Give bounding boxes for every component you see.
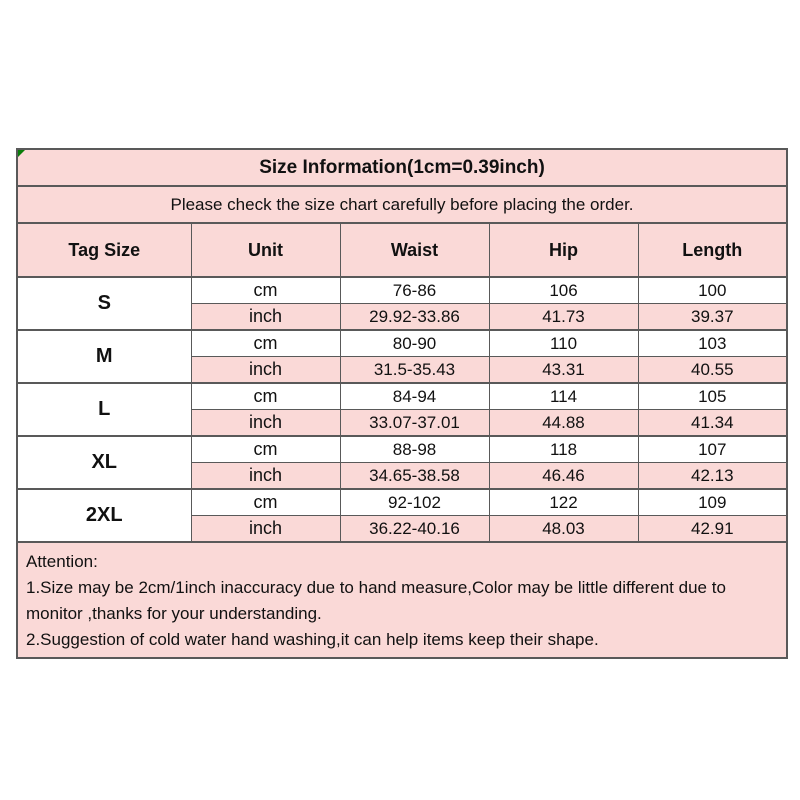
col-header-hip: Hip (488, 222, 639, 278)
length-value-inch: 41.34 (637, 409, 788, 437)
waist-value-inch: 31.5-35.43 (339, 356, 490, 384)
hip-value-cm: 118 (488, 435, 639, 463)
unit-label-inch: inch (190, 409, 341, 437)
notes-cell: Attention: 1.Size may be 2cm/1inch inacc… (16, 541, 788, 659)
length-value-cm: 109 (637, 488, 788, 516)
note-line: 2.Suggestion of cold water hand washing,… (26, 630, 599, 649)
unit-label-cm: cm (190, 488, 341, 516)
length-value-inch: 39.37 (637, 303, 788, 331)
subtitle-row: Please check the size chart carefully be… (16, 185, 788, 224)
waist-value-cm: 80-90 (339, 329, 490, 357)
column-header-row: Tag Size Unit Waist Hip Length (16, 222, 788, 278)
col-header-tag-size: Tag Size (16, 222, 192, 278)
hip-value-cm: 114 (488, 382, 639, 410)
unit-label-inch: inch (190, 356, 341, 384)
note-line: 1.Size may be 2cm/1inch inaccuracy due t… (26, 578, 726, 623)
size-row-cm: XL cm 88-98 118 107 (16, 435, 788, 490)
chart-title-cell: Size Information(1cm=0.39inch) (16, 148, 788, 187)
size-row-inch: inch 33.07-37.01 44.88 41.34 (17, 409, 788, 437)
hip-value-cm: 122 (488, 488, 639, 516)
chart-subtitle: Please check the size chart carefully be… (16, 185, 788, 224)
waist-value-inch: 29.92-33.86 (339, 303, 490, 331)
hip-value-cm: 110 (488, 329, 639, 357)
tag-size-cell: XL (16, 435, 192, 490)
unit-label-cm: cm (190, 382, 341, 410)
waist-value-inch: 33.07-37.01 (339, 409, 490, 437)
waist-value-cm: 92-102 (339, 488, 490, 516)
hip-value-inch: 46.46 (488, 462, 639, 490)
length-value-cm: 107 (637, 435, 788, 463)
unit-label-cm: cm (190, 435, 341, 463)
tag-size-cell: L (16, 382, 192, 437)
size-chart: Size Information(1cm=0.39inch) Please ch… (16, 148, 789, 659)
length-value-cm: 105 (637, 382, 788, 410)
size-row-cm: 2XL cm 92-102 122 109 (16, 488, 788, 543)
length-value-inch: 40.55 (637, 356, 788, 384)
tag-size-cell: S (16, 276, 192, 331)
length-value-cm: 100 (637, 276, 788, 304)
size-row-inch: inch 31.5-35.43 43.31 40.55 (17, 356, 788, 384)
waist-value-inch: 36.22-40.16 (339, 515, 490, 543)
col-header-length: Length (637, 222, 788, 278)
waist-value-cm: 84-94 (339, 382, 490, 410)
unit-label-inch: inch (190, 462, 341, 490)
length-value-cm: 103 (637, 329, 788, 357)
unit-label-inch: inch (190, 515, 341, 543)
hip-value-inch: 43.31 (488, 356, 639, 384)
hip-value-inch: 44.88 (488, 409, 639, 437)
tag-size-cell: M (16, 329, 192, 384)
notes-heading: Attention: (26, 552, 98, 571)
length-value-inch: 42.91 (637, 515, 788, 543)
waist-value-cm: 88-98 (339, 435, 490, 463)
cell-corner-marker-icon (18, 150, 25, 157)
hip-value-inch: 41.73 (488, 303, 639, 331)
unit-label-cm: cm (190, 329, 341, 357)
unit-label-inch: inch (190, 303, 341, 331)
waist-value-cm: 76-86 (339, 276, 490, 304)
size-row-inch: inch 29.92-33.86 41.73 39.37 (17, 303, 788, 331)
notes-row: Attention: 1.Size may be 2cm/1inch inacc… (16, 541, 788, 659)
tag-size-cell: 2XL (16, 488, 192, 543)
unit-label-cm: cm (190, 276, 341, 304)
size-row-inch: inch 34.65-38.58 46.46 42.13 (17, 462, 788, 490)
length-value-inch: 42.13 (637, 462, 788, 490)
hip-value-cm: 106 (488, 276, 639, 304)
col-header-waist: Waist (339, 222, 490, 278)
title-row: Size Information(1cm=0.39inch) (16, 148, 788, 187)
size-chart-table: Size Information(1cm=0.39inch) Please ch… (16, 148, 789, 659)
waist-value-inch: 34.65-38.58 (339, 462, 490, 490)
hip-value-inch: 48.03 (488, 515, 639, 543)
chart-title: Size Information(1cm=0.39inch) (259, 156, 545, 178)
col-header-unit: Unit (190, 222, 341, 278)
